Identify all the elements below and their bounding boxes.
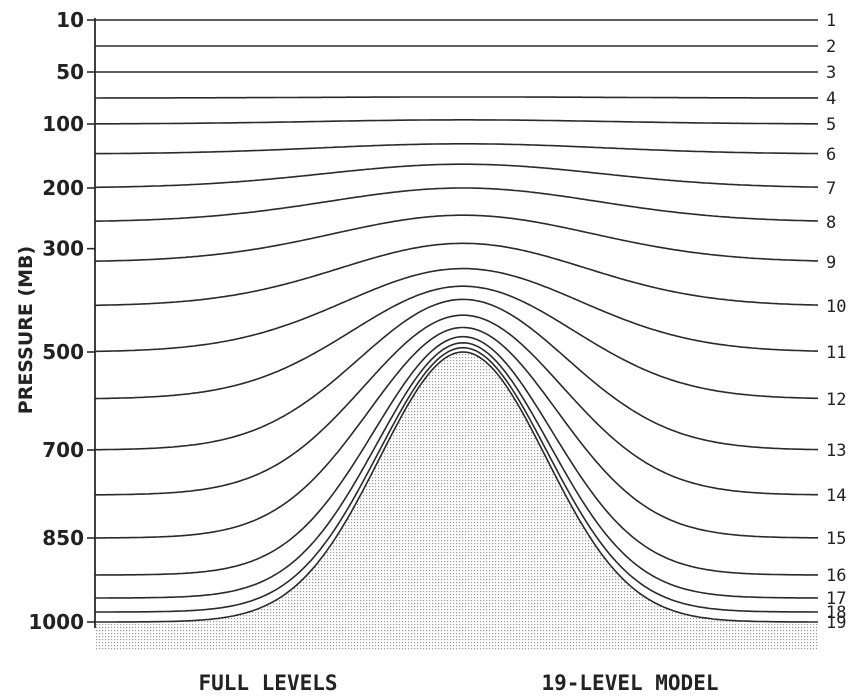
ytick-label-10: 10 [56, 8, 84, 32]
level-label-10: 10 [826, 297, 846, 317]
level-label-5: 5 [826, 115, 836, 135]
terrain-layer [95, 352, 818, 650]
levels-layer [94, 19, 819, 623]
level-line-18 [95, 346, 818, 613]
level-label-3: 3 [826, 63, 836, 83]
level-label-7: 7 [826, 179, 836, 199]
caption-full-levels: FULL LEVELS [198, 671, 337, 695]
level-line-8 [95, 187, 819, 222]
level-line-12 [94, 285, 818, 400]
level-line-17 [95, 341, 819, 599]
level-line-16 [95, 335, 818, 576]
level-label-18: 18 [826, 603, 846, 623]
level-label-8: 8 [826, 213, 836, 233]
level-label-6: 6 [826, 145, 836, 165]
level-label-13: 13 [826, 441, 846, 461]
level-line-5 [95, 119, 818, 125]
level-label-16: 16 [826, 566, 846, 586]
ytick-label-100: 100 [42, 112, 84, 136]
level-label-19: 19 [826, 613, 846, 633]
level-line-13 [95, 298, 819, 451]
pressure-axis: 10 50 100 200 300 500 700 850 1000 [28, 8, 96, 634]
level-label-12: 12 [826, 390, 846, 410]
y-axis-title: PRESSURE (MB) [15, 246, 37, 414]
ytick-label-1000: 1000 [28, 610, 84, 634]
ytick-label-700: 700 [42, 438, 84, 462]
ytick-label-200: 200 [42, 176, 84, 200]
level-label-4: 4 [826, 89, 836, 109]
level-label-1: 1 [826, 11, 836, 31]
level-line-6 [94, 143, 819, 155]
caption-19-level-model: 19-LEVEL MODEL [541, 671, 718, 695]
level-line-4 [95, 96, 818, 99]
ytick-label-50: 50 [56, 60, 84, 84]
level-label-11: 11 [826, 343, 846, 363]
level-line-14 [95, 314, 818, 496]
ytick-label-300: 300 [42, 237, 84, 261]
ytick-label-850: 850 [42, 526, 84, 550]
ytick-label-500: 500 [42, 340, 84, 364]
level-line-9 [94, 214, 818, 262]
level-label-9: 9 [826, 253, 836, 273]
level-line-19 [95, 351, 818, 623]
level-line-11 [94, 267, 818, 353]
level-label-14: 14 [826, 486, 846, 506]
level-label-15: 15 [826, 529, 846, 549]
level-line-10 [95, 242, 819, 307]
level-label-17: 17 [826, 589, 846, 609]
terrain-mountain [95, 352, 818, 650]
level-label-2: 2 [826, 37, 836, 57]
level-line-7 [95, 163, 818, 189]
level-line-15 [95, 326, 818, 539]
